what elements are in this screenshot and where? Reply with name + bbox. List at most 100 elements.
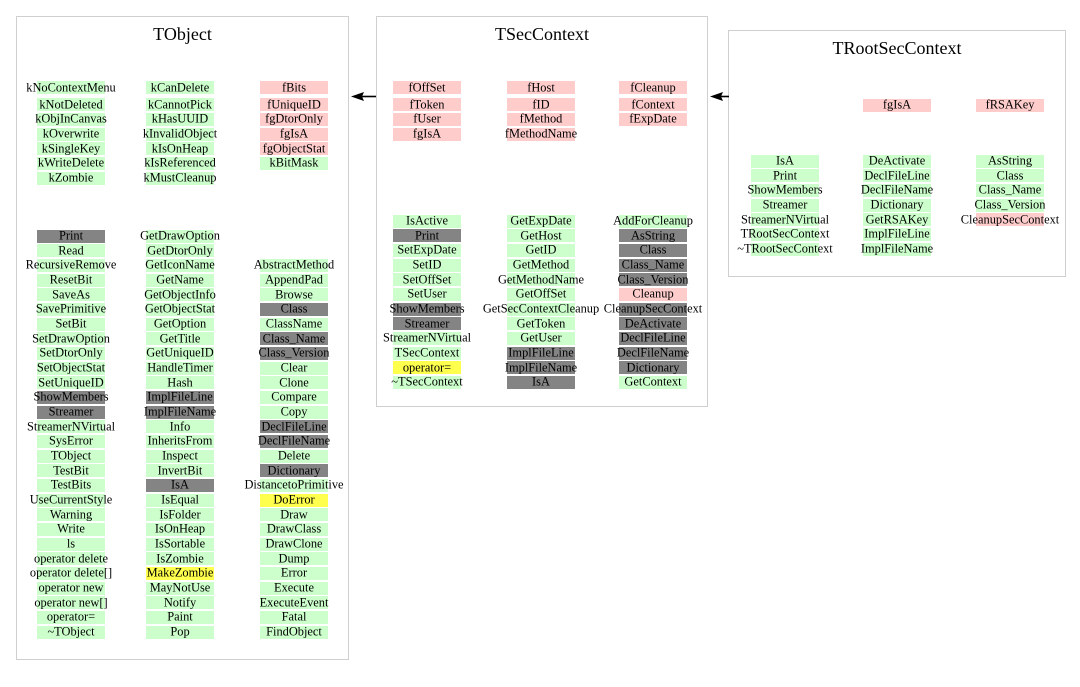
- method-cell[interactable]: Inspect: [146, 449, 214, 463]
- method-cell[interactable]: StreamerNVirtual: [383, 331, 471, 345]
- method-cell[interactable]: DeActivate: [619, 317, 687, 331]
- method-cell[interactable]: GetObjectStat: [145, 302, 215, 316]
- method-cell[interactable]: operator new[]: [34, 596, 108, 610]
- method-cell[interactable]: StreamerNVirtual: [741, 213, 829, 227]
- method-cell[interactable]: InheritsFrom: [146, 434, 214, 448]
- data-member-cell[interactable]: fgIsA: [863, 98, 931, 112]
- method-cell[interactable]: Paint: [146, 610, 214, 624]
- method-cell[interactable]: SysError: [37, 434, 105, 448]
- method-cell[interactable]: ExecuteEvent: [260, 596, 328, 610]
- method-cell[interactable]: IsOnHeap: [146, 522, 214, 536]
- method-cell[interactable]: Read: [37, 244, 105, 258]
- method-cell[interactable]: Browse: [260, 288, 328, 302]
- method-cell[interactable]: AbstractMethod: [254, 258, 334, 272]
- method-cell[interactable]: AsString: [619, 229, 687, 243]
- data-member-cell[interactable]: fgIsA: [393, 127, 461, 141]
- method-cell[interactable]: CleanupSecContext: [604, 302, 702, 316]
- method-cell[interactable]: AsString: [976, 154, 1044, 168]
- method-cell[interactable]: IsSortable: [146, 537, 214, 551]
- method-cell[interactable]: operator delete: [34, 552, 108, 566]
- method-cell[interactable]: Class: [260, 302, 328, 316]
- method-cell[interactable]: DrawClass: [260, 522, 328, 536]
- method-cell[interactable]: IsA: [146, 478, 214, 492]
- data-member-cell[interactable]: Cleanup: [619, 287, 687, 301]
- method-cell[interactable]: AppendPad: [260, 273, 328, 287]
- data-member-cell[interactable]: fMethod: [507, 112, 575, 126]
- method-cell[interactable]: InvertBit: [146, 464, 214, 478]
- method-cell[interactable]: kZombie: [37, 171, 105, 185]
- method-cell[interactable]: GetOption: [146, 317, 214, 331]
- method-cell[interactable]: DoError: [260, 493, 328, 507]
- method-cell[interactable]: Notify: [146, 596, 214, 610]
- data-member-cell[interactable]: fgIsA: [260, 127, 328, 141]
- method-cell[interactable]: Print: [37, 229, 105, 243]
- data-member-cell[interactable]: fContext: [619, 98, 687, 112]
- method-cell[interactable]: TSecContext: [393, 346, 461, 360]
- method-cell[interactable]: kMustCleanup: [144, 171, 216, 185]
- method-cell[interactable]: SetUser: [393, 287, 461, 301]
- method-cell[interactable]: DeclFileName: [861, 183, 933, 197]
- method-cell[interactable]: operator new: [37, 581, 105, 595]
- method-cell[interactable]: TObject: [37, 449, 105, 463]
- method-cell[interactable]: Dictionary: [260, 464, 328, 478]
- method-cell[interactable]: GetObjectInfo: [144, 288, 216, 302]
- class-title-trootseccontext[interactable]: TRootSecContext: [832, 38, 962, 58]
- method-cell[interactable]: SetOffSet: [393, 273, 461, 287]
- method-cell[interactable]: IsEqual: [146, 493, 214, 507]
- data-member-cell[interactable]: fOffSet: [393, 81, 461, 94]
- method-cell[interactable]: DistancetoPrimitive: [244, 478, 344, 492]
- method-cell[interactable]: kIsReferenced: [144, 156, 216, 170]
- data-member-cell[interactable]: fMethodName: [505, 127, 577, 141]
- method-cell[interactable]: SetBit: [37, 317, 105, 331]
- method-cell[interactable]: TestBits: [37, 478, 105, 492]
- method-cell[interactable]: Draw: [260, 508, 328, 522]
- method-cell[interactable]: kSingleKey: [37, 142, 105, 156]
- data-member-cell[interactable]: fgDtorOnly: [260, 112, 328, 126]
- method-cell[interactable]: ShowMembers: [33, 390, 109, 404]
- method-cell[interactable]: GetID: [507, 243, 575, 257]
- data-member-cell[interactable]: CleanupSecContext: [961, 213, 1059, 227]
- method-cell[interactable]: Dictionary: [619, 361, 687, 375]
- method-cell[interactable]: Execute: [260, 581, 328, 595]
- method-cell[interactable]: GetIconName: [145, 258, 215, 272]
- method-cell[interactable]: UseCurrentStyle: [30, 493, 112, 507]
- method-cell[interactable]: DeclFileLine: [863, 169, 931, 183]
- method-cell[interactable]: GetUser: [507, 331, 575, 345]
- method-cell[interactable]: ImplFileName: [861, 242, 933, 256]
- method-cell[interactable]: SetObjectStat: [37, 361, 105, 375]
- method-cell[interactable]: Clone: [260, 376, 328, 390]
- method-cell[interactable]: DrawClone: [260, 537, 328, 551]
- method-cell[interactable]: GetName: [146, 273, 214, 287]
- method-cell[interactable]: DeclFileLine: [260, 420, 328, 434]
- method-cell[interactable]: ImplFileLine: [507, 346, 575, 360]
- method-cell[interactable]: kNoContextMenu: [26, 81, 116, 94]
- method-cell[interactable]: SetDtorOnly: [37, 346, 105, 360]
- method-cell[interactable]: DeclFileLine: [619, 331, 687, 345]
- method-cell[interactable]: kInvalidObject: [143, 127, 217, 141]
- method-cell[interactable]: GetTitle: [146, 332, 214, 346]
- method-cell[interactable]: AddForCleanup: [613, 214, 693, 228]
- method-cell[interactable]: ImplFileName: [144, 405, 216, 419]
- data-member-cell[interactable]: fRSAKey: [976, 98, 1044, 112]
- method-cell[interactable]: Error: [260, 566, 328, 580]
- method-cell[interactable]: Warning: [37, 508, 105, 522]
- method-cell[interactable]: Fatal: [260, 610, 328, 624]
- method-cell[interactable]: SetExpDate: [393, 243, 461, 257]
- method-cell[interactable]: TRootSecContext: [741, 227, 829, 241]
- method-cell[interactable]: IsA: [507, 375, 575, 389]
- data-member-cell[interactable]: fID: [507, 98, 575, 112]
- method-cell[interactable]: Class_Version: [975, 198, 1045, 212]
- method-cell[interactable]: ~TObject: [37, 625, 105, 639]
- data-member-cell[interactable]: fCleanup: [619, 81, 687, 94]
- data-member-cell[interactable]: fExpDate: [619, 112, 687, 126]
- method-cell[interactable]: DeclFileName: [617, 346, 689, 360]
- method-cell[interactable]: IsFolder: [146, 508, 214, 522]
- method-cell[interactable]: ~TSecContext: [391, 375, 463, 389]
- method-cell[interactable]: kNotDeleted: [37, 98, 105, 112]
- method-cell[interactable]: Streamer: [751, 198, 819, 212]
- method-cell[interactable]: SetUniqueID: [37, 376, 105, 390]
- method-cell[interactable]: GetMethod: [507, 258, 575, 272]
- method-cell[interactable]: Class: [619, 243, 687, 257]
- data-member-cell[interactable]: fUser: [393, 112, 461, 126]
- method-cell[interactable]: kBitMask: [260, 156, 328, 170]
